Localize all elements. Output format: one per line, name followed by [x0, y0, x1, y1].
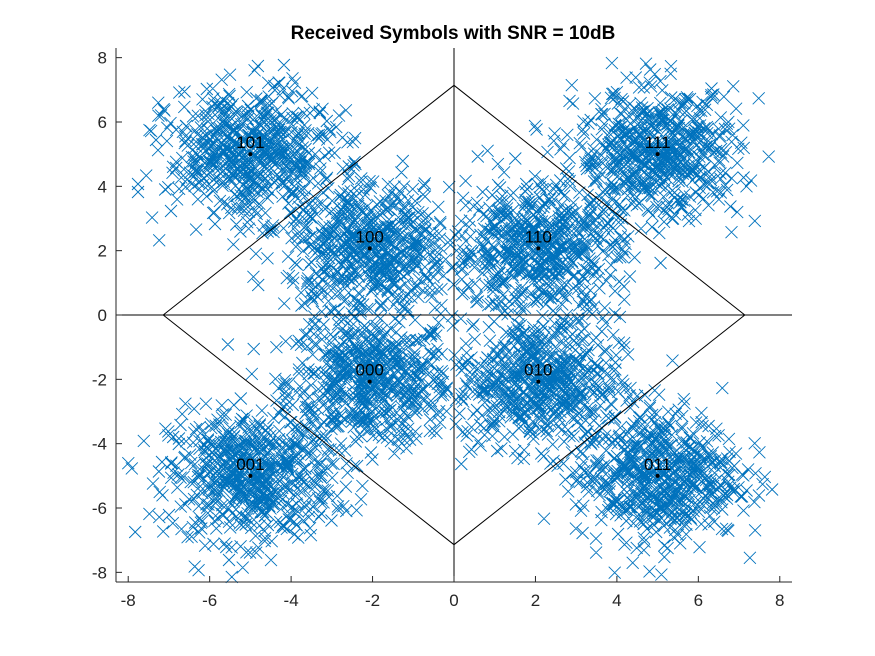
symbol-point-010: [536, 379, 541, 384]
decision-boundary-2: [162, 84, 746, 546]
x-tick-label: 4: [612, 591, 621, 610]
x-tick-label: 0: [449, 591, 458, 610]
symbol-point-101: [248, 152, 253, 157]
symbol-point-001: [248, 473, 253, 478]
y-tick-label: -2: [92, 370, 107, 389]
y-tick-label: 2: [98, 242, 107, 261]
x-tick-label: 6: [694, 591, 703, 610]
constellation-symbols: 000 001 010 011 100 101 110 111: [236, 133, 671, 478]
decision-boundaries: [116, 48, 792, 582]
symbol-point-110: [536, 246, 541, 251]
symbol-label-011: 011: [644, 455, 671, 474]
chart-title: Received Symbols with SNR = 10dB: [291, 23, 616, 44]
symbol-label-110: 110: [525, 227, 552, 246]
x-tick-label: -6: [202, 591, 217, 610]
symbol-label-010: 010: [524, 361, 552, 380]
symbol-label-001: 001: [236, 455, 264, 474]
symbol-label-000: 000: [356, 361, 384, 380]
symbol-point-111: [655, 152, 660, 157]
symbol-point-100: [367, 246, 372, 251]
received-points: [121, 56, 779, 584]
y-tick-label: 8: [98, 49, 107, 68]
x-tick-label: -4: [284, 591, 299, 610]
x-tick-label: 8: [775, 591, 784, 610]
y-tick-label: 0: [98, 306, 107, 325]
symbol-label-111: 111: [645, 133, 671, 152]
x-tick-label: -8: [121, 591, 136, 610]
y-tick-label: 6: [98, 113, 107, 132]
x-tick-label: -2: [365, 591, 380, 610]
y-tick-label: -4: [92, 435, 107, 454]
symbol-point-011: [655, 473, 660, 478]
x-tick-label: 2: [531, 591, 540, 610]
received-point-markers: [121, 56, 779, 584]
y-tick-label: -6: [92, 499, 107, 518]
y-tick-label: -8: [92, 563, 107, 582]
symbol-label-101: 101: [236, 133, 264, 152]
symbol-label-100: 100: [356, 227, 384, 246]
symbol-point-000: [367, 379, 372, 384]
y-tick-label: 4: [98, 177, 107, 196]
axes: -8 -6 -4 -2 0 2 4 6 8 -8 -6 -4 -2 0 2 4 6 8: [92, 48, 792, 610]
